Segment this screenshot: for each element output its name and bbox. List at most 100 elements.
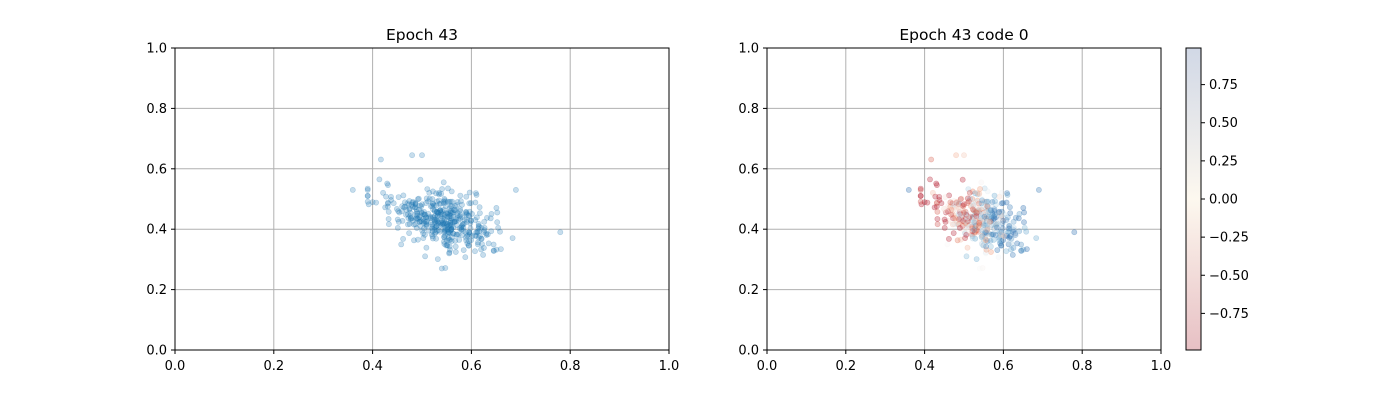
data-point [447, 218, 454, 224]
data-point [955, 204, 962, 211]
data-point [445, 235, 452, 241]
data-point [983, 249, 989, 256]
data-point [954, 221, 961, 228]
data-point [444, 226, 451, 233]
data-point [957, 225, 963, 231]
data-point [403, 206, 410, 213]
data-point [1006, 222, 1013, 229]
data-point [435, 220, 442, 227]
data-point [970, 214, 977, 220]
data-point [478, 235, 485, 242]
data-point [969, 200, 976, 207]
data-point [426, 189, 433, 196]
data-point [979, 241, 985, 247]
data-point [971, 218, 978, 225]
data-point [991, 192, 998, 199]
data-point [445, 185, 451, 192]
data-point [1004, 190, 1010, 196]
data-point [490, 241, 497, 248]
data-point [416, 214, 423, 220]
data-point [967, 213, 974, 220]
data-point [989, 199, 996, 205]
data-point [983, 218, 990, 224]
x-tick-label: 0.0 [757, 359, 778, 374]
data-point [467, 220, 474, 227]
data-point [464, 216, 470, 223]
y-tick-label: 0.0 [738, 344, 759, 359]
data-point [946, 192, 952, 199]
data-point [956, 206, 963, 213]
data-point [981, 210, 988, 217]
data-point [991, 215, 998, 222]
data-point [423, 218, 430, 225]
data-point [437, 207, 443, 213]
data-point [988, 243, 994, 250]
data-point [384, 203, 391, 210]
data-point [441, 215, 448, 222]
y-tick-label: 0.0 [146, 344, 167, 359]
data-point [930, 189, 936, 196]
data-point [936, 193, 943, 200]
data-point [400, 192, 407, 199]
data-point [447, 209, 454, 216]
data-point [469, 233, 475, 239]
data-point [983, 236, 990, 243]
data-point [383, 193, 389, 200]
data-point [951, 206, 957, 213]
x-tick-label: 0.2 [263, 359, 284, 374]
data-point [987, 207, 993, 214]
data-point [934, 216, 941, 222]
data-point [933, 203, 940, 210]
data-point [423, 195, 430, 202]
data-point [1004, 229, 1010, 236]
data-point [963, 211, 970, 218]
data-point [989, 212, 996, 219]
data-point [407, 209, 414, 216]
data-point [974, 189, 981, 196]
data-point [969, 225, 975, 232]
data-point [982, 198, 989, 205]
data-point [444, 213, 451, 220]
data-point [977, 220, 984, 227]
data-point [917, 193, 924, 199]
data-point [964, 200, 971, 206]
data-point [468, 237, 475, 243]
data-point [974, 227, 981, 234]
data-point [430, 206, 436, 213]
data-point [987, 218, 993, 225]
data-point [998, 229, 1005, 236]
data-point [986, 213, 993, 220]
data-point [442, 232, 448, 239]
data-point [453, 215, 460, 222]
data-point [984, 208, 991, 215]
data-point [979, 265, 986, 271]
data-point [973, 198, 979, 205]
data-point [995, 216, 1001, 223]
data-point [946, 204, 953, 211]
data-point [987, 218, 994, 225]
data-point [983, 215, 989, 221]
data-point [918, 201, 925, 208]
data-point [466, 208, 473, 215]
data-point [969, 214, 976, 220]
data-point [979, 197, 985, 204]
data-point [992, 226, 999, 233]
data-point [465, 242, 472, 249]
data-point [395, 194, 402, 200]
data-point [1033, 235, 1040, 241]
data-point [473, 191, 480, 198]
data-point [964, 222, 971, 229]
data-point [990, 216, 996, 223]
data-point [434, 209, 441, 216]
data-point [454, 231, 460, 238]
data-point [956, 215, 963, 221]
data-point [457, 206, 464, 213]
data-point [440, 214, 447, 221]
data-point [420, 220, 427, 226]
data-point [962, 211, 969, 218]
data-point [433, 227, 440, 234]
data-point [959, 218, 966, 225]
data-point [429, 214, 436, 220]
data-point [444, 242, 451, 249]
data-point [1004, 191, 1011, 198]
